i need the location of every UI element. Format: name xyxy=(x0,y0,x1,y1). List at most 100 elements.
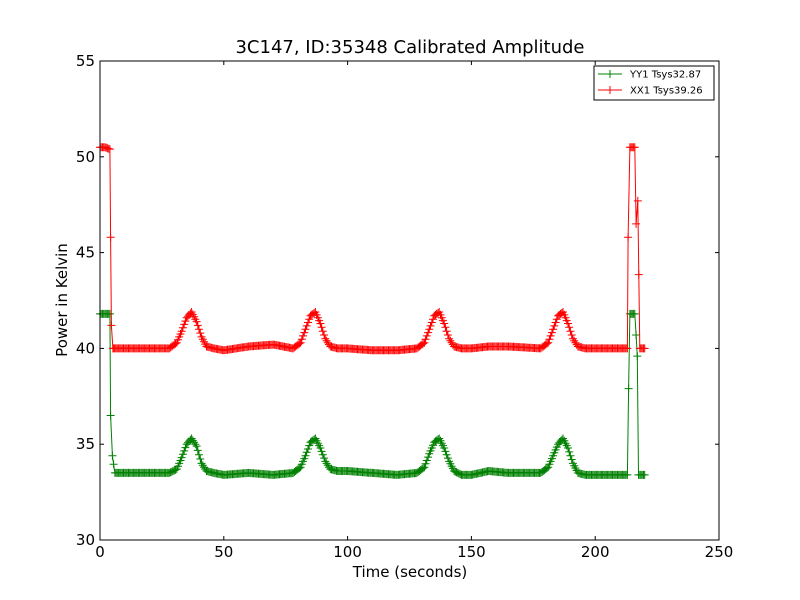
data-point xyxy=(550,321,559,330)
data-point xyxy=(421,335,430,344)
data-point xyxy=(565,323,574,332)
data-point xyxy=(304,445,312,453)
y-tick-label: 55 xyxy=(76,52,95,70)
data-point xyxy=(624,384,633,393)
data-point xyxy=(640,344,649,353)
data-point xyxy=(178,450,187,459)
chart-title: 3C147, ID:35348 Calibrated Amplitude xyxy=(235,37,584,58)
data-point xyxy=(545,335,554,344)
data-point xyxy=(566,327,575,336)
data-point xyxy=(544,338,553,347)
data-point xyxy=(552,315,561,324)
legend: YY1 Tsys32.87 XX1 Tsys39.26 xyxy=(593,65,715,101)
data-point xyxy=(426,321,435,330)
data-point xyxy=(441,447,450,456)
data-point xyxy=(191,440,200,449)
data-point xyxy=(177,327,186,336)
data-point xyxy=(632,331,641,339)
data-point xyxy=(192,317,201,326)
series-0 xyxy=(96,309,649,479)
data-point xyxy=(630,309,639,318)
data-point xyxy=(305,315,314,324)
plot-frame xyxy=(99,60,720,541)
data-point xyxy=(421,459,430,468)
data-point xyxy=(633,196,642,205)
data-point xyxy=(181,443,190,452)
data-point xyxy=(195,325,203,334)
data-point xyxy=(632,219,641,228)
data-point xyxy=(295,339,304,348)
series-markers xyxy=(96,309,649,479)
data-point xyxy=(549,325,558,334)
data-point xyxy=(623,470,632,479)
x-axis-label: Time (seconds) xyxy=(352,563,468,581)
data-point xyxy=(196,455,205,463)
data-point xyxy=(429,315,437,324)
data-point xyxy=(564,319,572,328)
data-point xyxy=(634,270,643,279)
data-point xyxy=(424,453,433,462)
data-point xyxy=(442,327,451,336)
data-point xyxy=(296,338,305,347)
data-point xyxy=(420,338,429,347)
y-axis-label: Power in Kelvin xyxy=(53,243,71,357)
x-tick-label: 150 xyxy=(457,543,486,561)
x-tick-label: 250 xyxy=(705,543,734,561)
data-point xyxy=(301,451,310,460)
y-tick-label: 30 xyxy=(76,531,95,549)
data-point xyxy=(107,321,116,330)
data-point xyxy=(567,331,576,339)
data-point xyxy=(566,451,575,460)
data-point xyxy=(317,447,326,456)
y-tick-label: 35 xyxy=(76,435,95,453)
legend-label-xx1: XX1 Tsys39.26 xyxy=(630,86,703,97)
x-tick-label: 200 xyxy=(581,543,610,561)
data-point xyxy=(564,444,572,452)
x-tick-label: 0 xyxy=(95,543,105,561)
data-point xyxy=(316,319,325,328)
legend-marker xyxy=(606,70,614,78)
series-1 xyxy=(96,143,649,355)
x-tick-label: 100 xyxy=(333,543,362,561)
data-point xyxy=(630,143,639,152)
data-point xyxy=(442,450,451,459)
data-point xyxy=(105,145,114,154)
data-point xyxy=(297,335,306,344)
data-point xyxy=(300,328,309,337)
data-point xyxy=(419,464,428,473)
data-point xyxy=(422,456,431,465)
data-point xyxy=(427,318,436,327)
legend-entry-yy1: YY1 Tsys32.87 xyxy=(598,70,701,81)
x-tick-label: 50 xyxy=(214,543,233,561)
data-point xyxy=(633,352,642,361)
data-point xyxy=(623,344,632,353)
data-point xyxy=(181,317,190,326)
legend-frame xyxy=(593,65,715,101)
data-point xyxy=(640,470,649,479)
data-point xyxy=(551,318,560,327)
data-point xyxy=(440,319,449,328)
data-point xyxy=(425,325,434,334)
plot-area xyxy=(96,143,649,479)
data-point xyxy=(304,318,312,327)
data-point xyxy=(565,447,574,456)
data-point xyxy=(320,331,329,339)
data-point xyxy=(547,328,556,337)
data-point xyxy=(546,331,555,340)
data-point xyxy=(419,339,428,348)
data-point xyxy=(178,323,187,332)
data-point xyxy=(424,328,433,337)
y-tick-label: 45 xyxy=(76,244,95,262)
data-point xyxy=(443,454,452,463)
data-point xyxy=(542,339,551,348)
series-markers xyxy=(96,143,649,355)
data-point xyxy=(567,455,576,464)
data-point xyxy=(192,442,201,451)
data-point xyxy=(109,460,118,469)
data-point xyxy=(422,331,431,340)
data-point xyxy=(443,331,452,339)
data-point xyxy=(302,321,311,330)
data-point xyxy=(180,320,189,329)
data-point xyxy=(106,233,115,242)
